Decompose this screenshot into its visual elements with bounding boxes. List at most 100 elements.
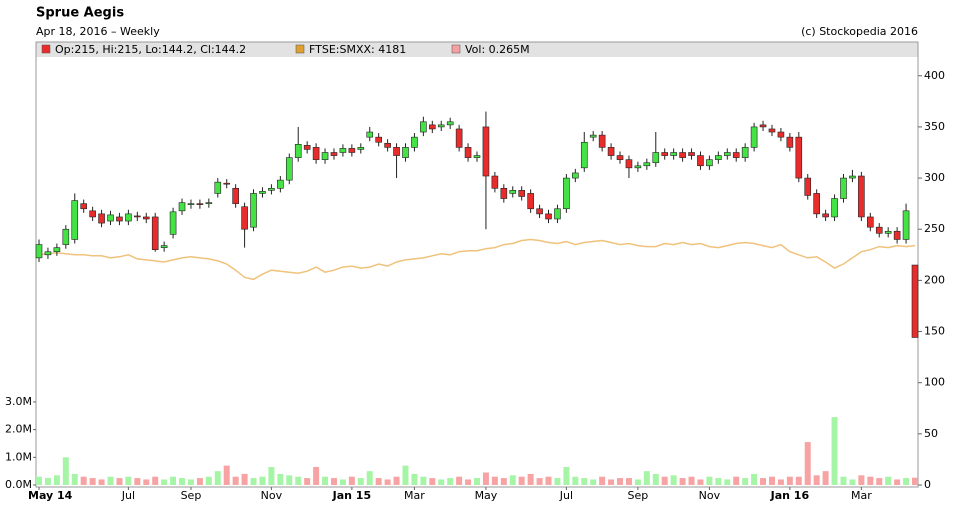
volume-bar: [912, 477, 918, 485]
candle-body: [241, 206, 248, 230]
candle-body: [911, 264, 919, 338]
volume-bar: [313, 467, 320, 485]
candle-body: [732, 152, 740, 158]
chart-title: Sprue Aegis: [36, 6, 124, 21]
ftse-line: [38, 238, 916, 281]
volume-bar: [554, 478, 561, 485]
candle-body: [867, 216, 874, 228]
volume-bar: [697, 479, 704, 485]
y-tick-label: 50: [924, 427, 938, 440]
candle-body: [35, 244, 43, 259]
volume-bar: [786, 476, 793, 485]
y-tick-label: 0: [924, 478, 931, 491]
x-tick-label: Sep: [628, 489, 649, 502]
volume-bar: [482, 472, 489, 485]
volume-bar: [760, 478, 767, 485]
volume-bar: [304, 478, 311, 485]
candle-body: [303, 145, 311, 150]
candle-body: [464, 147, 472, 158]
candle-body: [285, 157, 293, 181]
volume-bar: [885, 476, 892, 485]
volume-tick-label: 0.0M: [5, 478, 32, 491]
y-tick-label: 300: [924, 171, 945, 184]
candle-body: [98, 213, 105, 224]
volume-bar: [62, 457, 69, 485]
volume-bar: [134, 478, 141, 485]
volume-bar: [187, 479, 194, 485]
candle-body: [572, 172, 579, 179]
candle-body: [679, 152, 686, 158]
x-tick-label: May 14: [28, 489, 73, 502]
x-tick-label: May: [475, 489, 498, 502]
volume-bar: [581, 478, 588, 485]
volume-bar: [152, 476, 159, 485]
candle-body: [160, 245, 168, 248]
candle-body: [142, 216, 150, 220]
candle-body: [384, 142, 391, 148]
candle-body: [652, 152, 660, 164]
volume-bar: [330, 478, 337, 485]
candle-body: [777, 131, 785, 138]
copyright: (c) Stockopedia 2016: [801, 25, 918, 38]
candle-body: [741, 147, 749, 158]
candle-body: [277, 179, 284, 189]
candle-body: [634, 165, 642, 169]
candle-body: [71, 200, 79, 240]
candle-body: [661, 152, 669, 156]
volume-bar: [71, 473, 78, 485]
volume-bar: [563, 467, 570, 485]
candle-body: [294, 144, 302, 158]
candle-body: [482, 126, 490, 177]
volume-bar: [867, 476, 874, 485]
legend-swatch: [295, 44, 305, 54]
volume-bar: [500, 478, 507, 485]
volume-bar: [688, 476, 695, 485]
x-tick-label: Sep: [181, 489, 202, 502]
volume-bar: [170, 476, 177, 485]
volume-bar: [643, 471, 650, 485]
volume-bar: [527, 473, 534, 485]
candle-body: [750, 126, 758, 148]
candle-body: [205, 202, 213, 204]
candle-body: [348, 148, 356, 153]
volume-bar: [536, 478, 543, 485]
candle-body: [455, 128, 463, 148]
candle-body: [44, 251, 52, 256]
candle-body: [339, 148, 347, 153]
volume-bar: [223, 465, 230, 485]
legend-label: FTSE:SMXX: 4181: [309, 43, 406, 56]
volume-bar: [590, 479, 597, 485]
volume-bar: [179, 478, 186, 485]
plot-frame: [35, 41, 919, 488]
candle-body: [169, 211, 177, 235]
candle-body: [196, 203, 204, 205]
volume-bar: [429, 478, 436, 485]
y-tick-label: 100: [924, 376, 945, 389]
candle-body: [187, 203, 195, 205]
candle-body: [518, 190, 525, 197]
y-tick-label: 150: [924, 325, 945, 338]
candle-body: [884, 230, 892, 234]
volume-tick-label: 3.0M: [5, 395, 32, 408]
y-tick-label: 400: [924, 69, 945, 82]
volume-bar: [232, 476, 239, 485]
volume-bar: [116, 478, 123, 485]
candle-body: [643, 162, 651, 167]
volume-bar: [661, 476, 668, 485]
candle-body: [616, 155, 624, 160]
volume-bar: [768, 476, 775, 485]
candle-body: [80, 203, 87, 210]
candle-body: [151, 216, 159, 250]
volume-bar: [411, 473, 418, 485]
volume-bar: [733, 476, 740, 485]
volume-bar: [161, 479, 168, 485]
volume-bar: [89, 478, 96, 485]
candle-body: [259, 191, 266, 194]
volume-bar: [375, 478, 382, 485]
candle-body: [723, 152, 731, 156]
volume-bar: [831, 417, 838, 485]
legend-band: [36, 42, 918, 57]
volume-bar: [706, 476, 713, 485]
volume-bar: [822, 471, 829, 485]
x-tick-label: Mar: [851, 489, 872, 502]
